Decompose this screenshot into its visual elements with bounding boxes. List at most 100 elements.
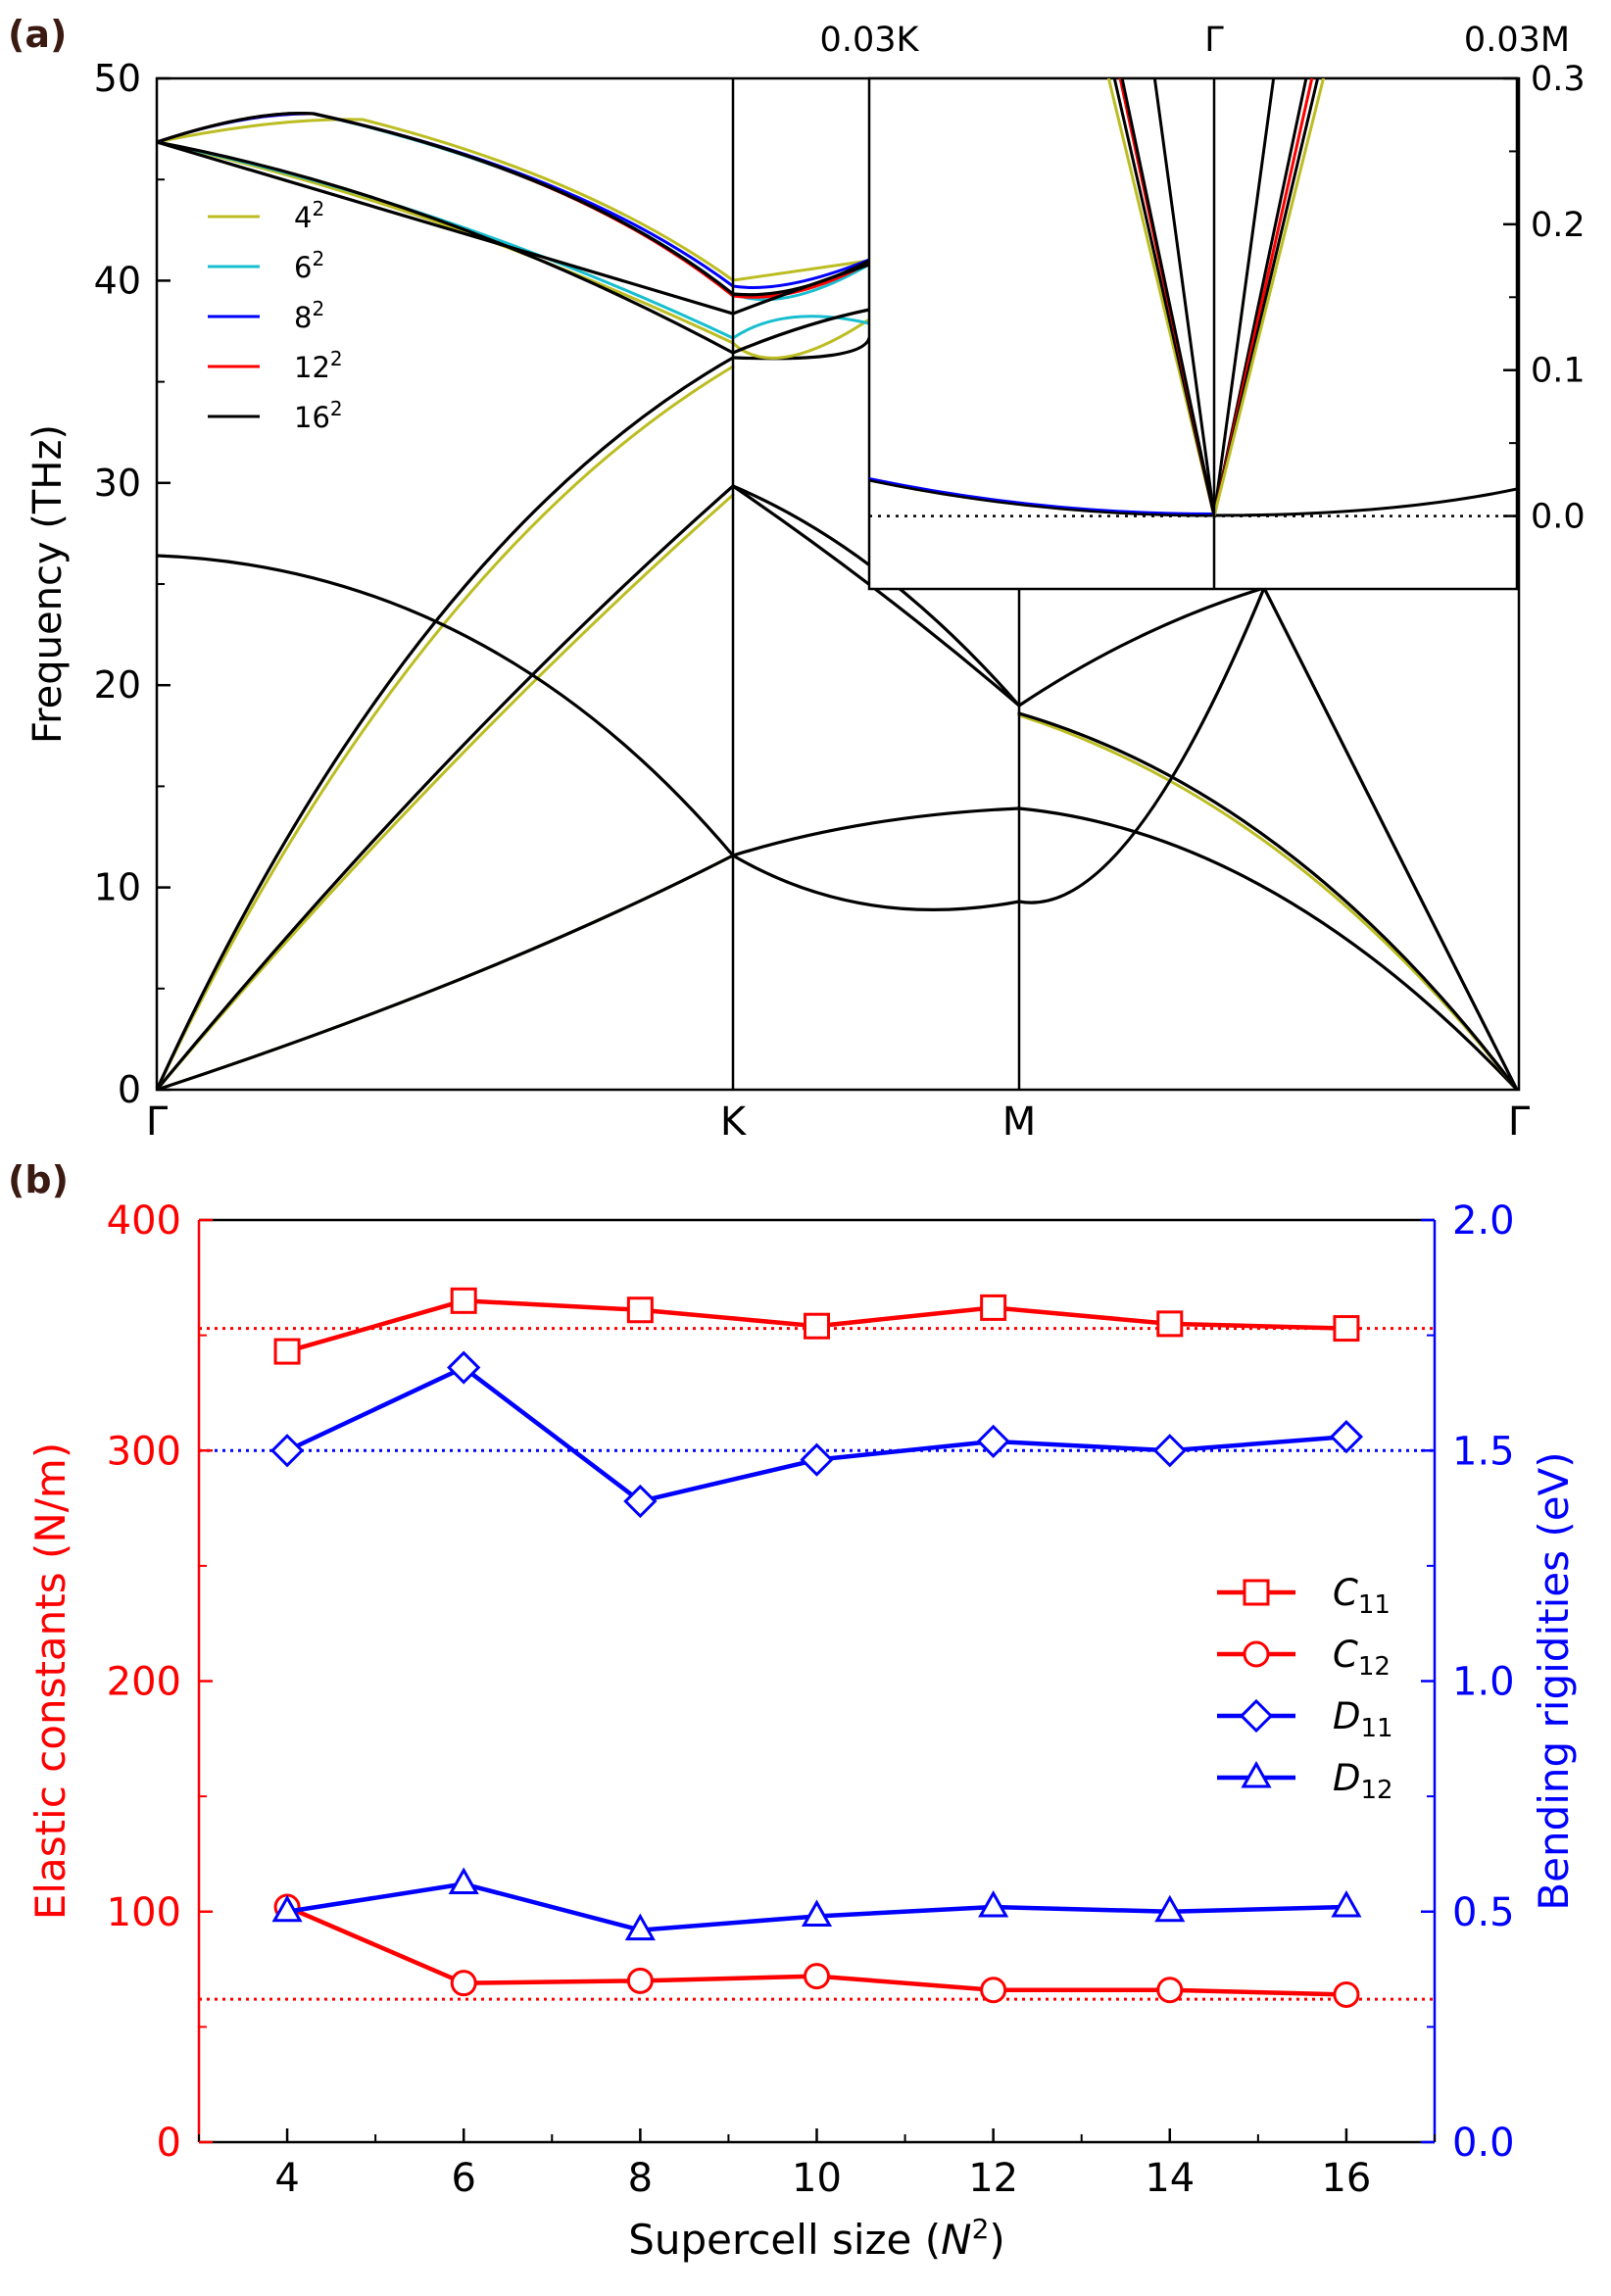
x-point-label-a: M	[1002, 1099, 1037, 1145]
marker-c12	[1333, 1980, 1360, 2008]
band-curve	[1017, 806, 1519, 1090]
y-tick-label-a: 10	[94, 866, 141, 909]
inset-za-curve	[869, 477, 1215, 514]
series-line-d11	[286, 1365, 1347, 1504]
y-right-tick-label: 0.5	[1452, 1890, 1515, 1935]
band-curve	[731, 484, 1021, 708]
panel-a: (a) 0 10 20 30 40 50 Frequency (THz) Γ K M Γ 42 62 82 1…	[8, 13, 1586, 1145]
bands	[157, 112, 1519, 1090]
band-curve	[157, 140, 871, 360]
y-right-tick-label: 1.0	[1452, 1660, 1515, 1705]
marker-d12	[978, 1889, 1009, 1918]
band-curve	[157, 140, 871, 316]
band-curve	[157, 140, 871, 355]
marker-d11	[1329, 1420, 1364, 1454]
marker-c12	[450, 1970, 477, 1997]
y-tick-label-a: 40	[94, 259, 141, 302]
legend-label-b: D12	[1333, 1757, 1393, 1805]
legend-label-a: 42	[294, 197, 324, 234]
inset-top-label: Γ	[1204, 21, 1224, 60]
band-curve	[157, 112, 871, 299]
plot-frame-a	[155, 76, 1521, 1092]
band-curve	[731, 854, 1021, 912]
inset-frame	[867, 76, 1519, 591]
panel-b: (b) 4 6 8 10 12 14 16 0 100 200 300 400 0.0 0.5 1.0 1.5 2…	[8, 1158, 1578, 2264]
marker-c12	[804, 1963, 830, 1990]
inset-branch	[1152, 78, 1216, 516]
inset-top-label: 0.03K	[820, 21, 920, 60]
x-tick-label-b: 16	[1321, 2156, 1371, 2201]
x-point-label-a: K	[720, 1099, 748, 1145]
band-curve	[157, 118, 871, 282]
x-point-label-a: Γ	[1508, 1099, 1531, 1145]
band-curve	[1017, 711, 1519, 1090]
inset-y-tick-label: 0.3	[1531, 60, 1586, 99]
x-axis-label-b: Supercell size (N2)	[628, 2213, 1005, 2264]
marker-d12	[1331, 1889, 1362, 1918]
band-curve	[157, 484, 735, 1090]
y-right-tick-label: 2.0	[1452, 1198, 1515, 1244]
legend-marker-b	[1241, 1760, 1272, 1788]
legend-marker-b	[1243, 1579, 1270, 1606]
legend-label-b: C11	[1333, 1572, 1391, 1620]
y-tick-label-a: 50	[94, 57, 141, 100]
x-tick-label-b: 4	[274, 2156, 299, 2201]
inset-y-tick-label: 0.0	[1531, 498, 1586, 537]
band-curve	[1017, 586, 1266, 904]
marker-d12	[624, 1913, 656, 1941]
x-tick-label-b: 6	[451, 2156, 475, 2201]
inset-branch	[1120, 78, 1216, 516]
inset-top-label: 0.03M	[1464, 21, 1570, 60]
marker-d12	[271, 1894, 303, 1923]
band-curve	[157, 112, 871, 289]
marker-d11	[1152, 1434, 1187, 1468]
y-axis-label-right: Bending rigidities (eV)	[1530, 1451, 1578, 1910]
legend-marker-b	[1243, 1640, 1270, 1668]
marker-c12	[980, 1977, 1007, 2004]
inset-y-tick-label: 0.1	[1531, 352, 1586, 391]
y-left-tick-label: 100	[107, 1890, 181, 1935]
marker-d11	[269, 1434, 305, 1468]
y-left-tick-label: 200	[107, 1660, 181, 1705]
band-curve	[731, 806, 1021, 857]
legend-label-a: 82	[294, 297, 324, 334]
marker-c11	[273, 1338, 301, 1365]
marker-c11	[1333, 1315, 1360, 1343]
x-tick-label-b: 12	[968, 2156, 1018, 2201]
y-tick-label-a: 20	[94, 663, 141, 707]
legend-label-a: 162	[294, 397, 343, 434]
band-curve	[157, 854, 735, 1090]
band-curve	[1017, 713, 1519, 1090]
band-curve	[1262, 586, 1519, 1090]
legend-label-b: C12	[1333, 1634, 1391, 1682]
marker-d11	[800, 1442, 834, 1477]
y-axis-label-left: Elastic constants (N/m)	[26, 1442, 74, 1920]
legend-label-a: 62	[294, 247, 324, 284]
inset-branch	[1212, 78, 1326, 516]
y-axis-label-a: Frequency (THz)	[25, 424, 71, 744]
y-left-tick-label: 0	[157, 2121, 181, 2166]
legend-marker-b	[1239, 1698, 1274, 1734]
band-curve	[157, 554, 735, 857]
y-left-tick-label: 400	[107, 1198, 181, 1244]
y-right-tick-label: 1.5	[1452, 1429, 1515, 1474]
inset-branch	[1212, 78, 1276, 516]
band-curve	[157, 854, 735, 1090]
marker-d11	[623, 1484, 658, 1519]
marker-d12	[1154, 1894, 1186, 1923]
y-left-tick-label: 300	[107, 1429, 181, 1474]
marker-c12	[626, 1967, 654, 1994]
band-curve	[1017, 586, 1266, 708]
marker-d12	[801, 1899, 833, 1927]
x-tick-label-b: 14	[1145, 2156, 1195, 2201]
y-tick-label-a: 30	[94, 462, 141, 505]
legend-label-b: D11	[1333, 1695, 1393, 1743]
x-point-label-a: Γ	[146, 1099, 169, 1145]
x-tick-label-b: 10	[792, 2156, 842, 2201]
x-tick-label-b: 8	[628, 2156, 653, 2201]
y-right-tick-label: 0.0	[1452, 2121, 1515, 2166]
marker-c11	[450, 1287, 477, 1314]
marker-d11	[976, 1424, 1010, 1458]
marker-c11	[1156, 1310, 1184, 1338]
